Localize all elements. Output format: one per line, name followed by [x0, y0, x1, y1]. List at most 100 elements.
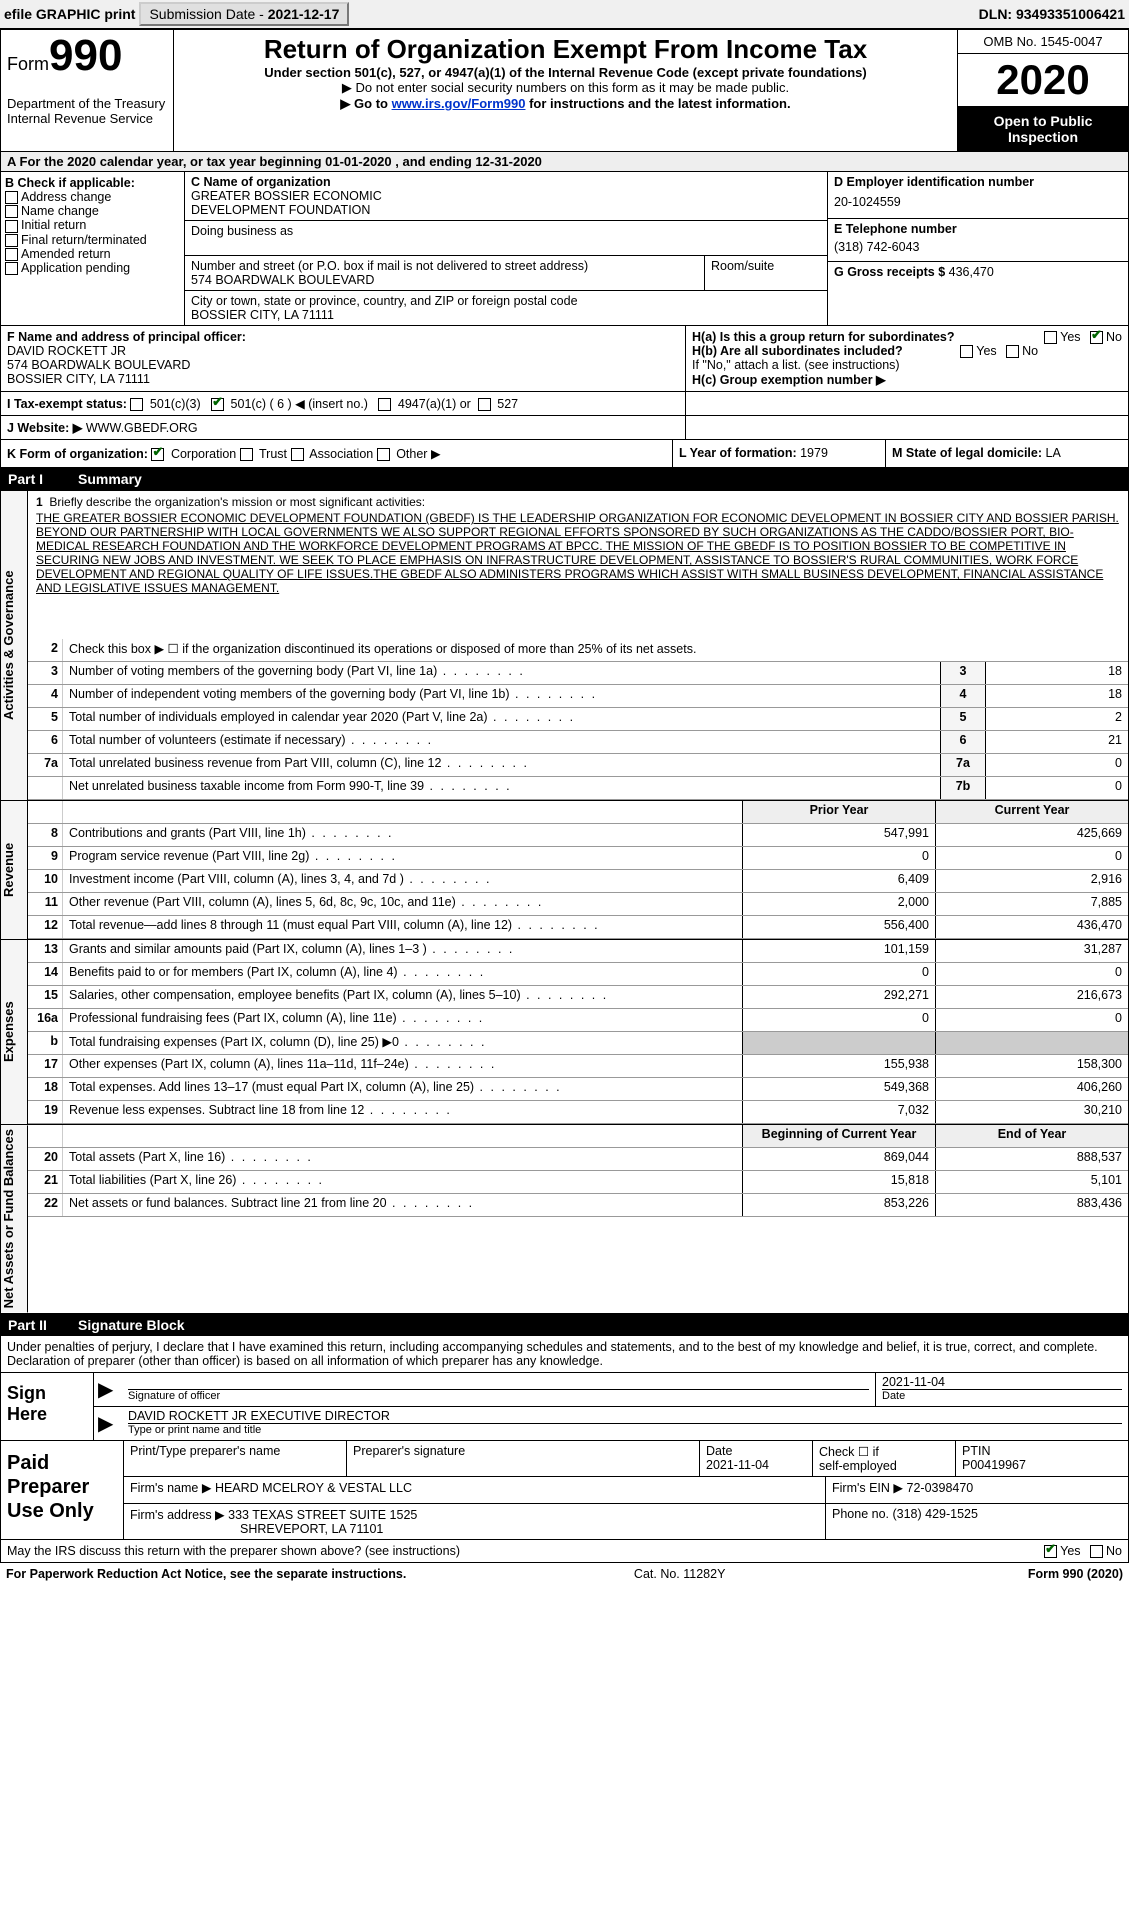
col-current: Current Year: [935, 801, 1128, 823]
goto-prefix: ▶ Go to: [340, 96, 391, 111]
chk-initial-return[interactable]: [5, 220, 18, 233]
city-label: City or town, state or province, country…: [191, 294, 821, 308]
gross-receipts: 436,470: [949, 265, 994, 279]
summary-row: 13Grants and similar amounts paid (Part …: [28, 940, 1128, 963]
m-label: M State of legal domicile:: [892, 446, 1042, 460]
paid-preparer-block: Paid Preparer Use Only Print/Type prepar…: [0, 1441, 1129, 1540]
summary-row: 15Salaries, other compensation, employee…: [28, 986, 1128, 1009]
officer-street: 574 BOARDWALK BOULEVARD: [7, 358, 679, 372]
lbl-amended-return: Amended return: [21, 247, 111, 261]
summary-row: 22Net assets or fund balances. Subtract …: [28, 1194, 1128, 1217]
summary-row: bTotal fundraising expenses (Part IX, co…: [28, 1032, 1128, 1055]
sig-officer-label: Signature of officer: [128, 1389, 869, 1402]
phone-value: (318) 742-6043: [834, 236, 1122, 258]
summary-row: 21Total liabilities (Part X, line 26)15,…: [28, 1171, 1128, 1194]
col-prior: Prior Year: [742, 801, 935, 823]
block-fh: F Name and address of principal officer:…: [0, 326, 1129, 392]
part-ii-header: Part II Signature Block: [0, 1314, 1129, 1336]
sig-date: 2021-11-04: [882, 1375, 1122, 1389]
net-assets-section: Net Assets or Fund Balances Beginning of…: [0, 1125, 1129, 1313]
summary-row: 7aTotal unrelated business revenue from …: [28, 754, 1128, 777]
chk-501c3[interactable]: [130, 398, 143, 411]
submission-date-button[interactable]: Submission Date - 2021-12-17: [139, 2, 349, 26]
lbl-initial-return: Initial return: [21, 218, 86, 232]
prep-h5: PTIN: [962, 1444, 990, 1458]
column-b-checkboxes: B Check if applicable: Address change Na…: [1, 172, 185, 325]
chk-corp[interactable]: [151, 448, 164, 461]
form-subtitle-1: Under section 501(c), 527, or 4947(a)(1)…: [180, 65, 951, 80]
summary-row: 18Total expenses. Add lines 13–17 (must …: [28, 1078, 1128, 1101]
prep-h4b: self-employed: [819, 1459, 897, 1473]
firm-addr2: SHREVEPORT, LA 71101: [240, 1522, 383, 1536]
org-name-2: DEVELOPMENT FOUNDATION: [191, 203, 821, 217]
chk-hb-no[interactable]: [1006, 345, 1019, 358]
lbl-final-return: Final return/terminated: [21, 233, 147, 247]
row-j: J Website: ▶ WWW.GBEDF.ORG: [0, 416, 1129, 440]
e-label: E Telephone number: [834, 222, 1122, 236]
f-label: F Name and address of principal officer:: [7, 330, 679, 344]
submission-date-value: 2021-12-17: [268, 6, 340, 22]
q1: Briefly describe the organization's miss…: [49, 495, 425, 509]
summary-section: Activities & Governance 1 Briefly descri…: [0, 490, 1129, 801]
chk-other[interactable]: [377, 448, 390, 461]
room-label: Room/suite: [705, 256, 827, 290]
summary-row: 8Contributions and grants (Part VIII, li…: [28, 824, 1128, 847]
summary-row: 14Benefits paid to or for members (Part …: [28, 963, 1128, 986]
summary-row: 9Program service revenue (Part VIII, lin…: [28, 847, 1128, 870]
officer-name: DAVID ROCKETT JR: [7, 344, 679, 358]
summary-row: 16aProfessional fundraising fees (Part I…: [28, 1009, 1128, 1032]
street-label: Number and street (or P.O. box if mail i…: [191, 259, 698, 273]
summary-row: Net unrelated business taxable income fr…: [28, 777, 1128, 800]
part-ii-num: Part II: [8, 1317, 78, 1333]
chk-final-return[interactable]: [5, 234, 18, 247]
form-number: 990: [49, 31, 122, 80]
prep-date: 2021-11-04: [706, 1458, 769, 1472]
chk-501c[interactable]: [211, 398, 224, 411]
chk-4947[interactable]: [378, 398, 391, 411]
goto-suffix: for instructions and the latest informat…: [525, 96, 790, 111]
summary-row: 11Other revenue (Part VIII, column (A), …: [28, 893, 1128, 916]
mission-text: THE GREATER BOSSIER ECONOMIC DEVELOPMENT…: [36, 511, 1120, 595]
firm-ein: 72-0398470: [907, 1481, 974, 1495]
chk-address-change[interactable]: [5, 191, 18, 204]
arrow-icon: ▶: [94, 1407, 122, 1440]
sign-here-block: Sign Here ▶ Signature of officer 2021-11…: [0, 1373, 1129, 1441]
firm-ein-label: Firm's EIN ▶: [832, 1481, 903, 1495]
lbl-address-change: Address change: [21, 190, 111, 204]
summary-row: 5Total number of individuals employed in…: [28, 708, 1128, 731]
prep-h2: Preparer's signature: [347, 1441, 700, 1476]
chk-name-change[interactable]: [5, 205, 18, 218]
street-value: 574 BOARDWALK BOULEVARD: [191, 273, 698, 287]
state-domicile: LA: [1046, 446, 1061, 460]
hb-label: H(b) Are all subordinates included?: [692, 344, 903, 358]
i-label: I Tax-exempt status:: [7, 397, 127, 411]
d-label: D Employer identification number: [834, 175, 1122, 189]
summary-row: 20Total assets (Part X, line 16)869,0448…: [28, 1148, 1128, 1171]
chk-irs-no[interactable]: [1090, 1545, 1103, 1558]
chk-application-pending[interactable]: [5, 262, 18, 275]
lbl-name-change: Name change: [21, 204, 99, 218]
part-i-title: Summary: [78, 471, 142, 487]
chk-amended-return[interactable]: [5, 248, 18, 261]
chk-527[interactable]: [478, 398, 491, 411]
website-value: WWW.GBEDF.ORG: [86, 421, 198, 435]
row-a-tax-year: A For the 2020 calendar year, or tax yea…: [0, 152, 1129, 172]
name-title-label: Type or print name and title: [128, 1423, 1122, 1436]
part-i-header: Part I Summary: [0, 468, 1129, 490]
ein-value: 20-1024559: [834, 189, 1122, 215]
chk-hb-yes[interactable]: [960, 345, 973, 358]
chk-ha-no[interactable]: [1090, 331, 1103, 344]
summary-row: 12Total revenue—add lines 8 through 11 (…: [28, 916, 1128, 939]
b-title: B Check if applicable:: [5, 176, 180, 190]
chk-assoc[interactable]: [291, 448, 304, 461]
chk-trust[interactable]: [240, 448, 253, 461]
omb-number: OMB No. 1545-0047: [958, 30, 1128, 54]
chk-ha-yes[interactable]: [1044, 331, 1057, 344]
chk-irs-yes[interactable]: [1044, 1545, 1057, 1558]
dba-label: Doing business as: [191, 224, 821, 238]
form990-link[interactable]: www.irs.gov/Form990: [392, 96, 526, 111]
k-label: K Form of organization:: [7, 447, 148, 461]
summary-row: 4Number of independent voting members of…: [28, 685, 1128, 708]
form-title: Return of Organization Exempt From Incom…: [180, 34, 951, 65]
summary-row: 19Revenue less expenses. Subtract line 1…: [28, 1101, 1128, 1124]
